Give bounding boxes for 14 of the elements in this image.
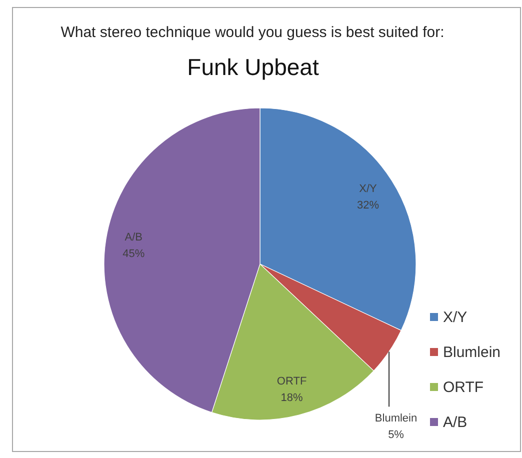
chart-subtitle: What stereo technique would you guess is best suited for: [60, 24, 446, 41]
data-label: 18% [280, 392, 304, 404]
legend-label: ORTF [443, 378, 484, 396]
slice-label: X/Y [359, 183, 378, 196]
chart-title: Funk Upbeat [186, 54, 320, 81]
data-label: 45% [122, 248, 145, 260]
legend-label: A/B [443, 414, 468, 430]
slice-label: A/B [124, 232, 143, 244]
data-label: 32% [356, 200, 380, 212]
legend-label: X/Y [443, 308, 468, 326]
data-label: 5% [388, 429, 404, 442]
slice-label: Blumlein [374, 412, 418, 425]
legend-label: Blumlein [443, 344, 501, 360]
slice-label: ORTF [276, 376, 307, 388]
